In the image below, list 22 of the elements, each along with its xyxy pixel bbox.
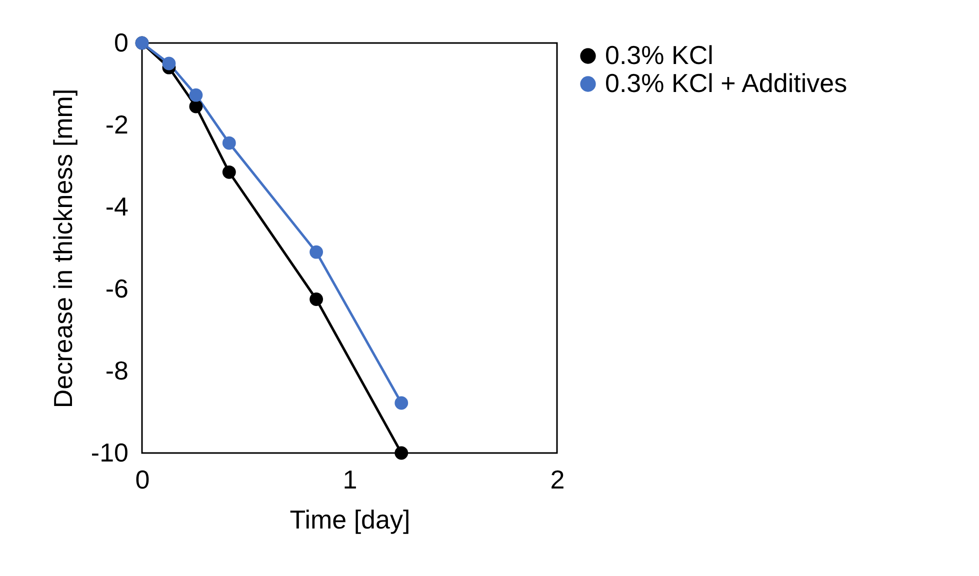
point bbox=[189, 88, 203, 102]
x-tick-label: 1 bbox=[342, 464, 358, 494]
x-axis-title: Time [day] bbox=[290, 504, 410, 534]
y-tick-label: -6 bbox=[105, 274, 128, 304]
point bbox=[189, 100, 203, 114]
y-tick-label: -8 bbox=[105, 356, 128, 386]
y-tick-label: -4 bbox=[105, 192, 128, 222]
point bbox=[162, 56, 176, 70]
y-tick-label: 0 bbox=[114, 28, 128, 58]
y-tick-label: -10 bbox=[90, 438, 128, 468]
x-tick-label: 2 bbox=[550, 464, 565, 494]
point bbox=[310, 245, 324, 259]
point bbox=[394, 396, 408, 410]
point bbox=[222, 165, 236, 179]
legend-label: 0.3% KCl + Additives bbox=[605, 68, 848, 98]
point bbox=[310, 292, 324, 306]
y-axis-title: Decrease in thickness [mm] bbox=[48, 88, 78, 408]
point bbox=[394, 446, 408, 460]
legend-label: 0.3% KCl bbox=[605, 40, 714, 70]
y-tick-label: -2 bbox=[105, 110, 128, 140]
point bbox=[222, 136, 236, 150]
x-tick-label: 0 bbox=[135, 464, 150, 494]
